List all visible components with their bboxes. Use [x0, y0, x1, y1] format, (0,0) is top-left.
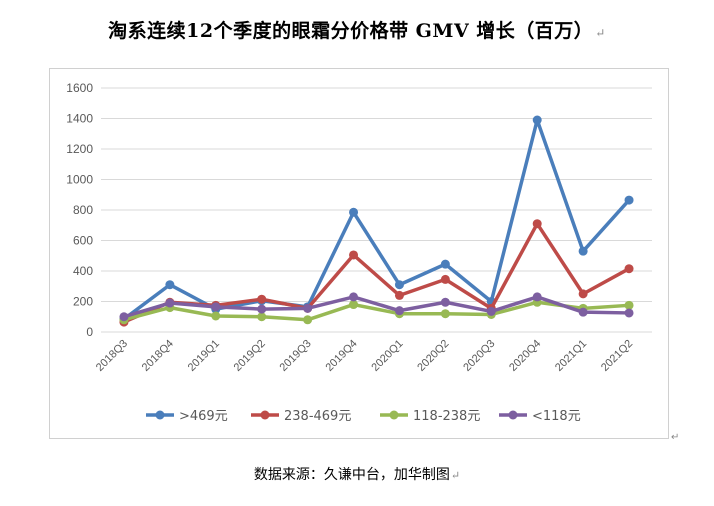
- data-point: [440, 259, 450, 269]
- data-point: [486, 306, 496, 316]
- x-tick-label: 2021Q1: [553, 338, 589, 374]
- data-point: [211, 311, 221, 321]
- data-point: [394, 290, 404, 300]
- y-tick-label: 600: [73, 234, 93, 248]
- y-tick-label: 1600: [66, 81, 93, 95]
- line-chart: 0 200 400 600 800 1000 1200 1400 1600 2018Q3 2018Q…: [66, 81, 652, 424]
- legend-marker: [155, 410, 165, 420]
- data-point: [349, 250, 359, 260]
- y-tick-label: 1200: [66, 142, 93, 156]
- data-point: [349, 207, 359, 217]
- data-point: [394, 280, 404, 290]
- data-point: [257, 304, 267, 314]
- y-tick-label: 200: [73, 295, 93, 309]
- x-tick-label: 2020Q1: [369, 338, 405, 374]
- data-point: [624, 195, 634, 205]
- source-text: 数据来源：久谦中台，加华制图: [253, 467, 450, 483]
- series-line-1: [122, 118, 631, 321]
- chart-title-text: 淘系连续12个季度的眼霜分价格带 GMV 增长（百万）: [108, 20, 594, 42]
- data-point: [532, 115, 542, 125]
- paragraph-mark: ↵: [450, 469, 461, 482]
- data-point: [624, 264, 634, 274]
- data-point: [257, 312, 267, 322]
- series-line-4: [122, 295, 631, 319]
- legend-marker: [260, 410, 270, 420]
- x-tick-label: 2019Q1: [186, 338, 222, 374]
- data-point: [394, 306, 404, 316]
- data-point: [624, 300, 634, 310]
- series-line-2: [122, 221, 631, 324]
- x-tick-label: 2021Q2: [599, 338, 635, 374]
- y-tick-label: 1000: [66, 173, 93, 187]
- source-note: 数据来源：久谦中台，加华制图↵: [0, 464, 714, 484]
- data-point: [349, 300, 359, 310]
- x-tick-label: 2019Q4: [323, 338, 359, 374]
- data-point: [532, 219, 542, 229]
- data-point: [165, 280, 175, 290]
- x-tick-label: 2020Q2: [415, 338, 451, 374]
- data-point: [440, 309, 450, 319]
- data-point: [440, 274, 450, 284]
- chart-title: 淘系连续12个季度的眼霜分价格带 GMV 增长（百万） ↵: [0, 16, 714, 43]
- x-tick-label: 2019Q3: [278, 338, 314, 374]
- y-tick-label: 400: [73, 264, 93, 278]
- data-point: [578, 289, 588, 299]
- data-point: [349, 292, 359, 302]
- data-point: [211, 302, 221, 312]
- series-line-3: [122, 300, 631, 322]
- x-tick-label: 2020Q3: [461, 338, 497, 374]
- chart-frame: 0 200 400 600 800 1000 1200 1400 1600 2018Q3 2018Q…: [49, 68, 669, 439]
- y-tick-label: 800: [73, 203, 93, 217]
- data-point: [303, 303, 313, 313]
- paragraph-mark: ↵: [595, 26, 606, 40]
- legend-label: >469元: [179, 409, 228, 424]
- data-point: [578, 246, 588, 256]
- x-tick-label: 2019Q2: [232, 338, 268, 374]
- data-point: [532, 292, 542, 302]
- y-tick-label: 1400: [66, 112, 93, 126]
- data-point: [303, 315, 313, 325]
- legend-label: 118-238元: [413, 409, 480, 424]
- y-tick-label: 0: [86, 325, 93, 339]
- data-point: [440, 297, 450, 307]
- data-point: [578, 307, 588, 317]
- data-point: [119, 312, 129, 322]
- paragraph-mark: ↵: [671, 432, 680, 443]
- data-point: [624, 308, 634, 318]
- legend-label: 238-469元: [284, 409, 351, 424]
- x-tick-label: 2020Q4: [507, 338, 543, 374]
- data-point: [165, 298, 175, 308]
- legend-label: <118元: [532, 409, 581, 424]
- x-tick-label: 2018Q3: [94, 338, 130, 374]
- legend-marker: [508, 410, 518, 420]
- legend-marker: [389, 410, 399, 420]
- x-tick-label: 2018Q4: [140, 338, 176, 374]
- data-point: [257, 294, 267, 304]
